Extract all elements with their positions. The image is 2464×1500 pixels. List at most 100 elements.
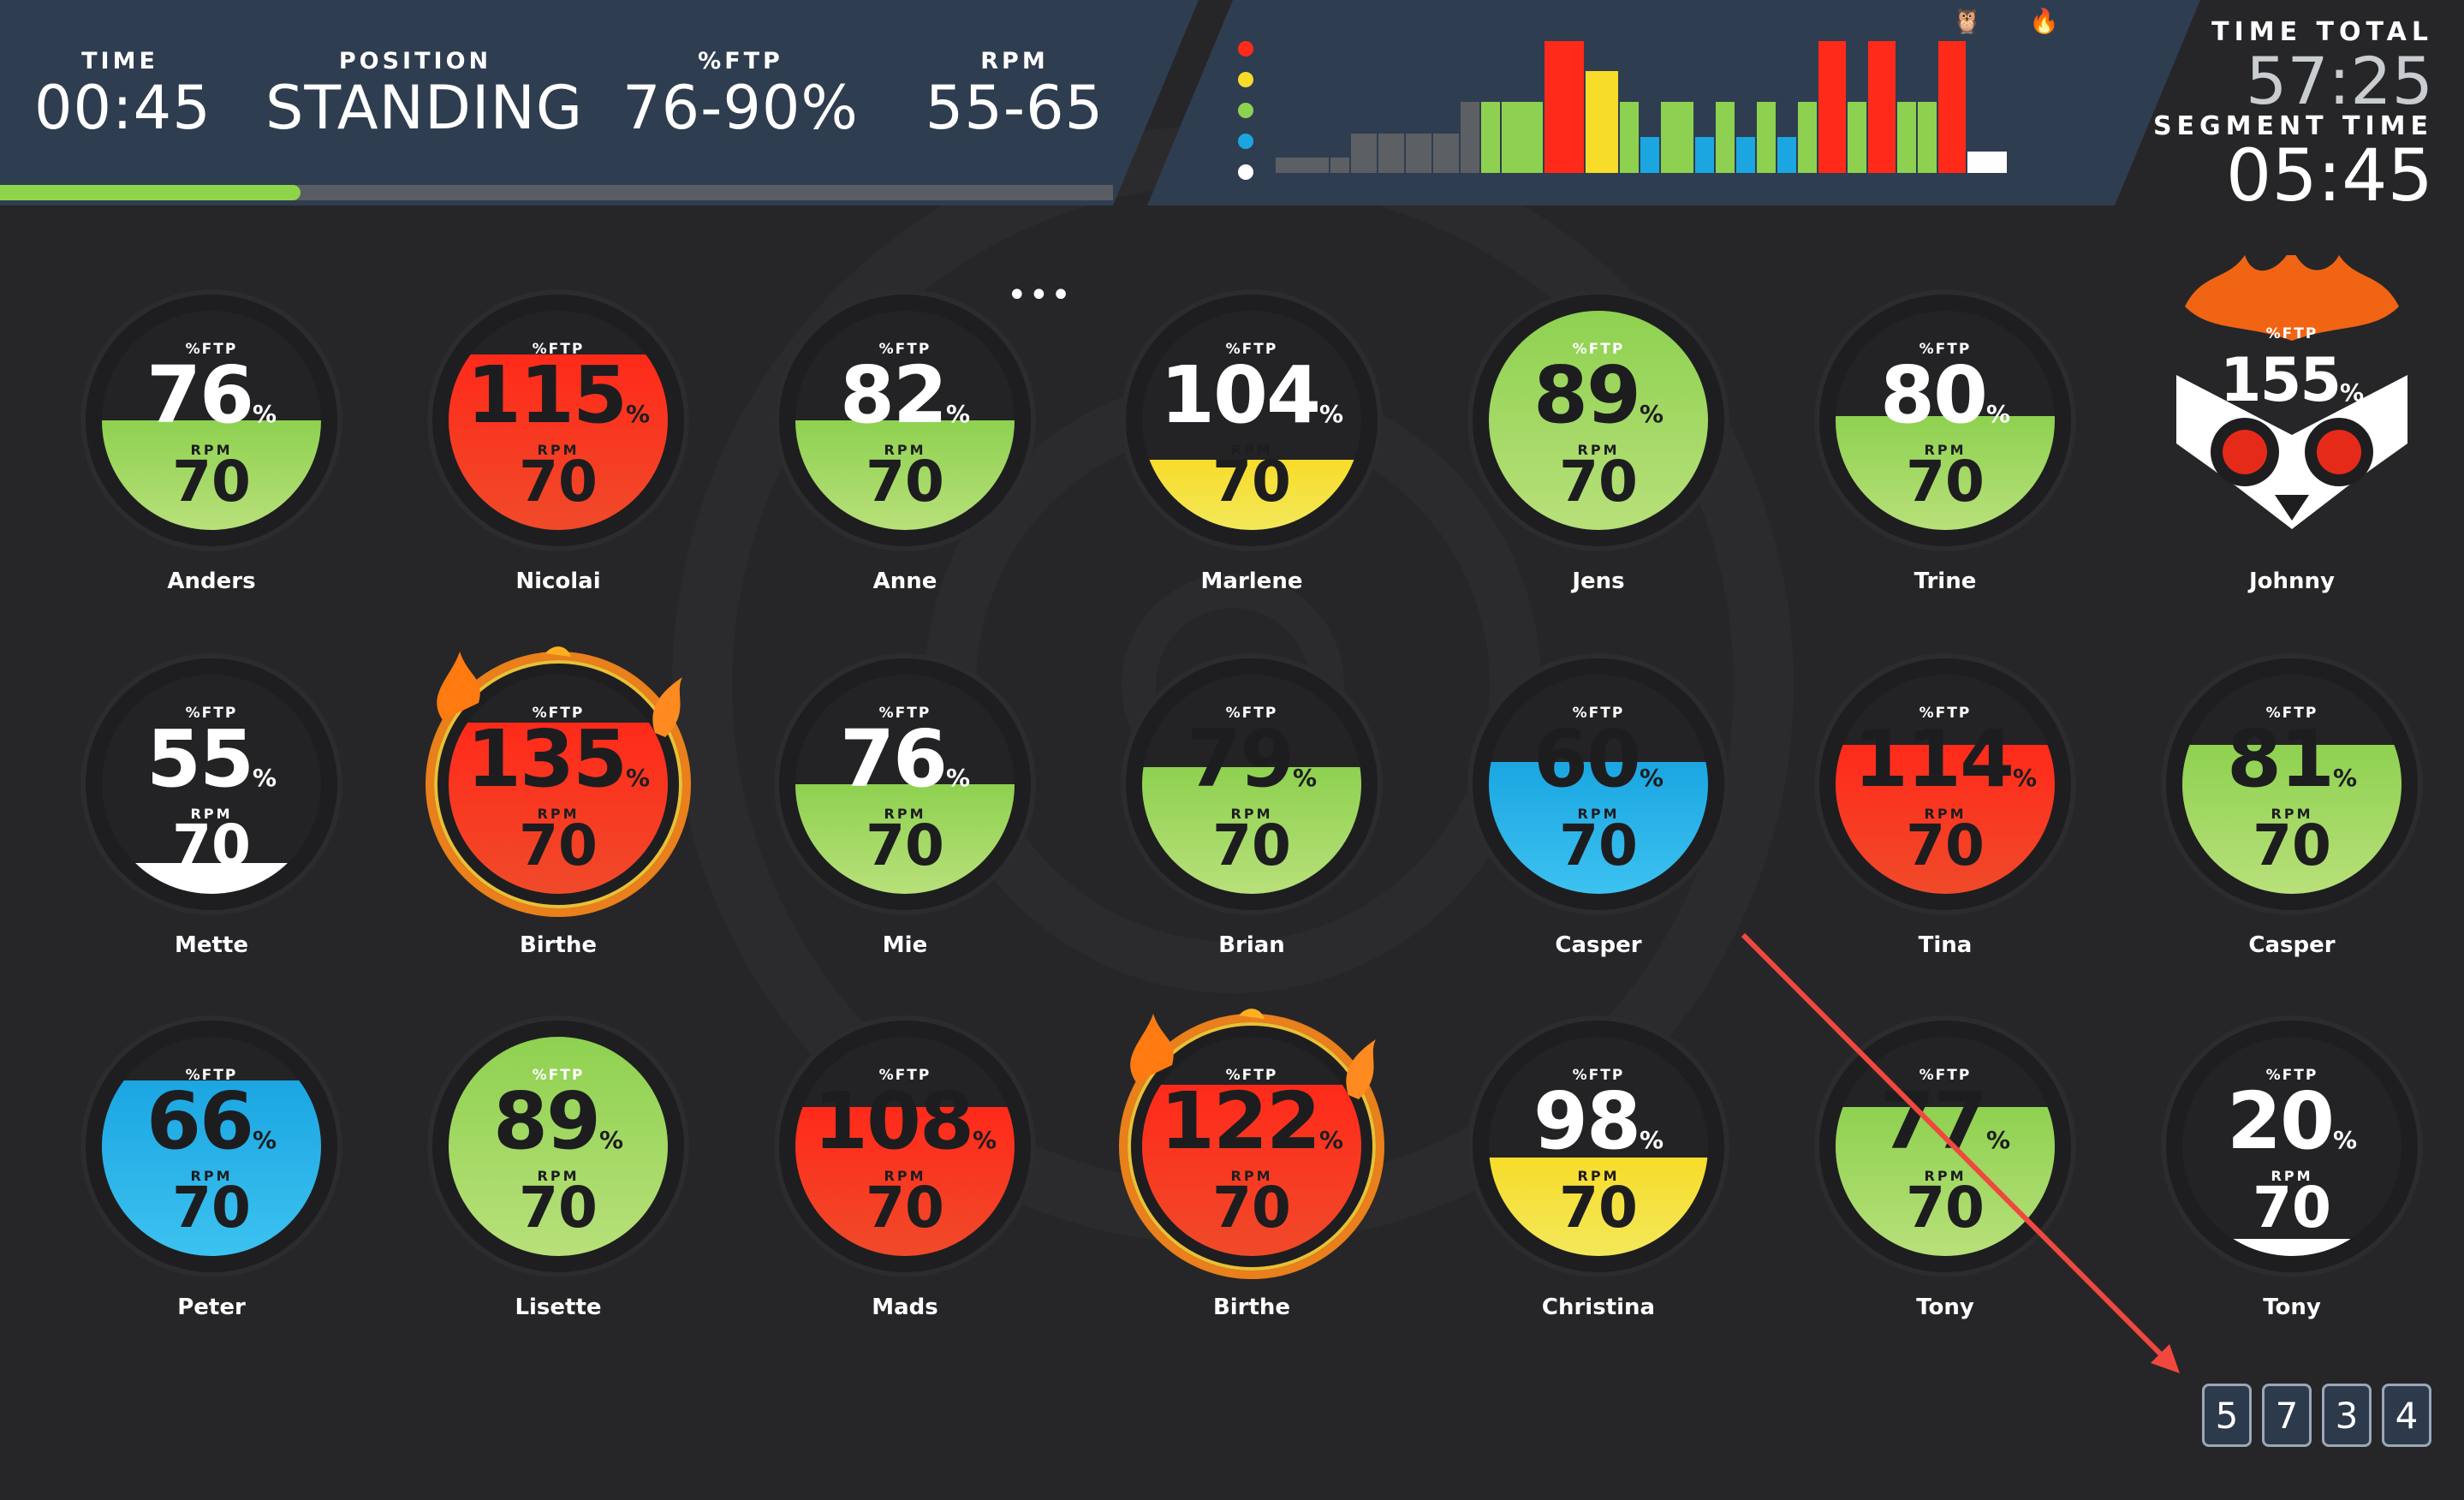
ftp-value: 108%: [812, 1075, 997, 1167]
rider-card[interactable]: %FTP 81% RPM 70 Casper: [2151, 653, 2433, 987]
profile-segment-bar: [1848, 102, 1866, 173]
profile-segment-bar: [1967, 152, 2007, 173]
ftp-label: %FTP: [1225, 705, 1278, 722]
ftp-label: %FTP: [2265, 705, 2318, 722]
profile-segment-bar: [1868, 41, 1896, 173]
profile-segment-bar: [1461, 102, 1479, 173]
rider-card[interactable]: %FTP 79% RPM 70 Brian: [1110, 653, 1393, 987]
page-number-button[interactable]: 5: [2202, 1384, 2252, 1447]
page-number-button[interactable]: 7: [2262, 1384, 2312, 1447]
rider-card[interactable]: %FTP 114% RPM 70 Tina: [1804, 653, 2086, 987]
ftp-level-disc: [1142, 311, 1361, 530]
rider-card[interactable]: %FTP 77% RPM 70 Tony: [1804, 1015, 2086, 1349]
rpm-value: 70: [1212, 812, 1291, 878]
rpm-value: 70: [2253, 1175, 2331, 1241]
profile-segment-bar: [1938, 41, 1966, 173]
rider-name: Peter: [177, 1295, 246, 1320]
rider-gauge: %FTP 79% RPM 70: [1121, 653, 1383, 915]
segment-time-value: 05:45: [2225, 134, 2433, 217]
profile-segment-bar: [1276, 158, 1329, 173]
rider-card[interactable]: %FTP 98% RPM 70 Christina: [1457, 1015, 1740, 1349]
rpm-label: RPM: [537, 442, 580, 458]
rpm-label: RPM: [1924, 442, 1967, 458]
profile-segment-bar: [1736, 137, 1755, 173]
legend-dot: [1238, 134, 1253, 149]
ftp-level-fill: [2182, 1239, 2402, 1256]
ftp-level-disc: [1836, 675, 2055, 894]
rider-card[interactable]: %FTP 80% RPM 70 Trine: [1804, 289, 2086, 623]
rider-name: Casper: [2248, 932, 2336, 958]
rpm-label: RPM: [884, 806, 926, 822]
ftp-label: %FTP: [532, 1067, 585, 1084]
ftp-label: %FTP: [185, 341, 238, 358]
rider-name: Nicolai: [515, 568, 601, 594]
rpm-label: RPM: [884, 442, 926, 458]
ftp-value: 98%: [1533, 1075, 1664, 1167]
rpm-label: RPM: [190, 806, 233, 822]
profile-segment-bar: [1433, 134, 1459, 173]
ftp-level-fill: [449, 354, 668, 530]
segment-time-label: SEGMENT TIME: [2152, 111, 2433, 141]
rpm-label: RPM: [1924, 806, 1967, 822]
rider-card[interactable]: %FTP 115% RPM 70 Nicolai: [417, 289, 699, 623]
rpm-value: 70: [519, 1175, 598, 1241]
time-total: TIME TOTAL 57:25: [2211, 17, 2433, 116]
rider-card[interactable]: %FTP 20% RPM 70 Tony: [2151, 1015, 2433, 1349]
rider-card[interactable]: %FTP 155% Johnny: [2151, 255, 2433, 623]
rider-gauge: %FTP 104% RPM 70: [1121, 289, 1383, 551]
rider-name: Birthe: [1212, 1295, 1291, 1320]
rider-gauge: %FTP 76% RPM 70: [774, 653, 1036, 915]
rider-card[interactable]: %FTP 89% RPM 70 Lisette: [417, 1015, 699, 1349]
page-number-button[interactable]: 3: [2322, 1384, 2372, 1447]
ftp-value: 20%: [2226, 1075, 2358, 1167]
rider-card[interactable]: %FTP 55% RPM 70 Mette: [70, 653, 353, 987]
rider-card[interactable]: %FTP 135% RPM 70 Birthe: [417, 646, 699, 987]
rider-name: Christina: [1541, 1295, 1656, 1320]
rpm-value: 70: [1559, 1175, 1638, 1241]
rpm-value: 70: [172, 449, 251, 515]
profile-segment-bar: [1620, 102, 1639, 173]
rpm-value: 70: [866, 1175, 944, 1241]
rider-card[interactable]: %FTP 89% RPM 70 Jens: [1457, 289, 1740, 623]
rider-card[interactable]: %FTP 108% RPM 70 Mads: [764, 1015, 1046, 1349]
rider-gauge: %FTP 81% RPM 70: [2161, 653, 2423, 915]
rider-card[interactable]: %FTP 76% RPM 70 Mie: [764, 653, 1046, 987]
rpm-value: 70: [1212, 1175, 1291, 1241]
ftp-level-fill: [1142, 460, 1361, 530]
rider-name: Brian: [1218, 932, 1285, 958]
rpm-value: 70: [1906, 812, 1985, 878]
stat-rpm-value: 55-65: [925, 73, 1104, 143]
rpm-label: RPM: [190, 1168, 233, 1184]
rider-name: Mie: [882, 932, 928, 958]
rpm-value: 70: [2253, 812, 2331, 878]
ftp-label: %FTP: [1919, 341, 1972, 358]
time-total-value: 57:25: [2245, 43, 2433, 119]
ftp-value: 135%: [466, 713, 651, 805]
rider-card[interactable]: %FTP 104% RPM 70 Marlene: [1110, 289, 1393, 623]
rider-card[interactable]: %FTP 82% RPM 70 Anne: [764, 289, 1046, 623]
rider-name: Tina: [1918, 932, 1973, 958]
ftp-level-disc: [1836, 311, 2055, 530]
more-options-icon[interactable]: •••: [1007, 276, 1073, 315]
ftp-level-disc: [1142, 675, 1361, 894]
ftp-label: %FTP: [1572, 341, 1625, 358]
ftp-level-fill: [1489, 762, 1708, 894]
ftp-value: 155%: [2219, 345, 2365, 415]
rider-card[interactable]: %FTP 122% RPM 70 Birthe: [1110, 1009, 1393, 1349]
rider-card[interactable]: %FTP 66% RPM 70 Peter: [70, 1015, 353, 1349]
rider-card[interactable]: %FTP 76% RPM 70 Anders: [70, 289, 353, 623]
rpm-label: RPM: [1577, 806, 1620, 822]
rider-gauge: %FTP 76% RPM 70: [80, 289, 342, 551]
page-number-button[interactable]: 4: [2382, 1384, 2431, 1447]
ftp-value: 76%: [146, 349, 277, 441]
ftp-level-disc: [1489, 675, 1708, 894]
profile-segment-bar: [1481, 102, 1500, 173]
stat-ftp-value: 76-90%: [622, 73, 859, 143]
ftp-value: 89%: [1533, 349, 1664, 441]
profile-segment-bar: [1544, 41, 1584, 173]
rpm-label: RPM: [1577, 1168, 1620, 1184]
ftp-level-fill: [102, 1080, 321, 1256]
rider-card[interactable]: %FTP 60% RPM 70 Casper: [1457, 653, 1740, 987]
owl-marker-icon: 🦉: [1952, 7, 1982, 35]
